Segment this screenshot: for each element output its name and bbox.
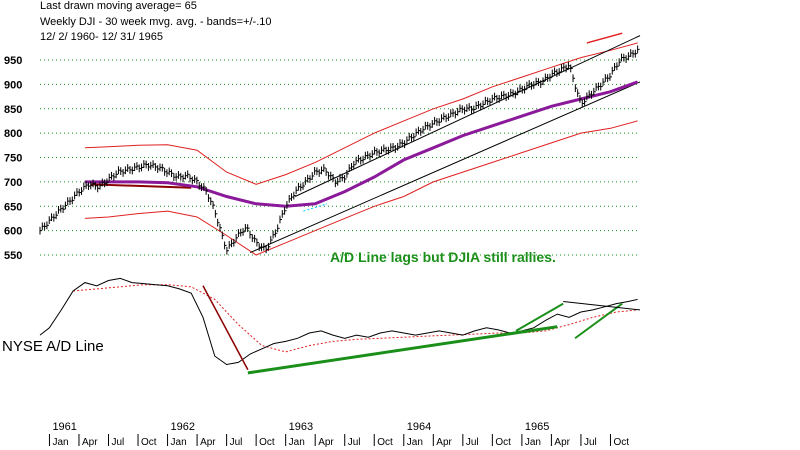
trendline-0 [90,183,192,189]
x-month-label: Apr [200,437,216,448]
header-date-range: 12/ 2/ 1960- 12/ 31/ 1965 [40,31,163,43]
x-month-label: Jan [171,437,187,448]
x-month-label: Jan [289,437,305,448]
x-month-label: Jul [466,437,479,448]
y-tick-850: 850 [4,104,22,116]
x-month-label: Oct [259,437,275,448]
y-tick-750: 750 [4,153,22,165]
price-bars [39,32,640,255]
x-month-label: Jul [348,437,361,448]
x-year-1962: 1962 [171,421,195,433]
x-month-label: Apr [82,437,98,448]
x-month-label: Oct [377,437,393,448]
ad-trendline-green-mid [515,302,564,332]
x-month-label: Jul [584,437,597,448]
x-month-label: Apr [554,437,570,448]
ad-line [39,277,638,366]
x-month-label: Jul [112,437,125,448]
header-moving-average: Last drawn moving average= 65 [40,0,197,12]
trendline-2 [294,35,641,197]
x-month-label: Apr [436,437,452,448]
bollinger-bands [84,42,638,256]
ad-trendline-black [563,301,641,311]
header-series-desc: Weekly DJI - 30 week mvg. avg. - bands=+… [40,16,272,28]
ad-moving-average-line [73,284,638,353]
y-tick-650: 650 [4,201,22,213]
y-tick-700: 700 [4,177,22,189]
x-year-1963: 1963 [289,421,313,433]
moving-average-layer [84,80,639,208]
x-axis: 1961 1962 1963 1964 1965 Jan Apr Jul Oct Jan Apr Ju… [48,421,629,448]
trendline-1 [250,81,641,254]
lower-band-line [84,120,638,256]
ad-trendline-green-right [574,302,623,340]
y-tick-550: 550 [4,250,22,262]
y-tick-labels: 550 600 650 700 750 800 850 900 950 [4,55,22,262]
ad-trendline-darkred [202,285,249,371]
annotation-text: A/D Line lags but DJIA still rallies. [330,249,556,265]
upper-band-line [84,42,638,185]
trendlines [90,35,641,254]
cyan-dash-segment [303,203,328,212]
x-month-label: Oct [613,437,629,448]
y-tick-600: 600 [4,226,22,238]
grid-layer [40,59,640,256]
x-month-label: Jan [525,437,541,448]
ad-trendline-green-long [247,325,558,375]
ad-line-panel [39,277,641,375]
y-tick-800: 800 [4,128,22,140]
x-month-label: Oct [141,437,157,448]
x-year-1964: 1964 [407,421,431,433]
moving-average-line [84,80,639,208]
x-month-label: Jul [230,437,243,448]
x-month-label: Jan [52,437,68,448]
y-tick-950: 950 [4,55,22,67]
x-month-label: Apr [318,437,334,448]
x-year-1961: 1961 [52,421,76,433]
x-month-label: Jan [407,437,423,448]
x-year-1965: 1965 [525,421,549,433]
ad-line-label: NYSE A/D Line [2,338,104,355]
upper-accent-line [586,32,623,44]
y-tick-900: 900 [4,79,22,91]
x-month-label: Oct [495,437,511,448]
